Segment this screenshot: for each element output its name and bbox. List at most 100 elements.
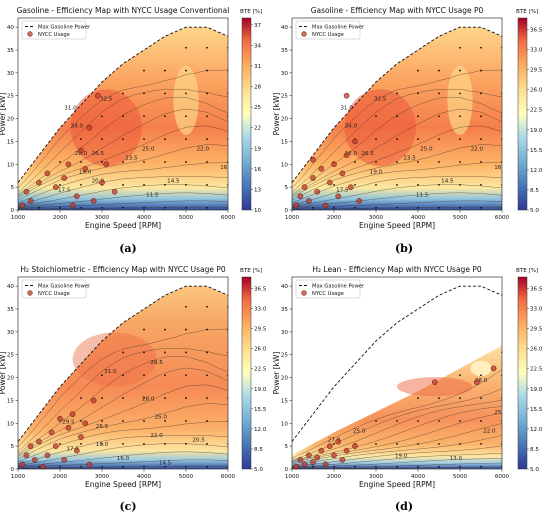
contour-line xyxy=(18,192,228,208)
operating-point xyxy=(59,161,61,163)
nycc-usage-point xyxy=(343,152,350,158)
legend-marker-swatch xyxy=(27,31,33,37)
nycc-usage-point xyxy=(343,92,350,99)
nycc-usage-point xyxy=(347,184,354,190)
nycc-usage-point xyxy=(19,461,26,468)
nycc-usage-point xyxy=(318,166,325,172)
operating-point xyxy=(80,138,82,141)
contour-label: 28.0 xyxy=(475,378,488,384)
y-tick-label: 25 xyxy=(7,353,15,359)
x-tick-label: 1000 xyxy=(285,215,300,221)
contour-line xyxy=(292,108,502,197)
operating-point xyxy=(122,420,124,422)
operating-point xyxy=(122,183,124,186)
chart-title: Gasoline - Efficiency Map with NYCC Usag… xyxy=(311,6,484,15)
contour-label: 25.0 xyxy=(155,415,168,421)
nycc-usage-point xyxy=(326,443,333,449)
operating-point xyxy=(185,92,187,95)
operating-point xyxy=(101,115,103,118)
nycc-usage-point xyxy=(90,397,97,404)
operating-point xyxy=(164,161,166,163)
operating-point xyxy=(459,115,461,118)
operating-point xyxy=(185,305,187,308)
colorbar-tick-label: 15.5 xyxy=(530,148,543,154)
operating-point xyxy=(417,465,419,468)
contour-label: 22.0 xyxy=(471,147,484,153)
contour-label: 25.0 xyxy=(142,147,155,153)
colorbar-tick-label: 26.0 xyxy=(530,347,543,353)
operating-point xyxy=(396,465,398,468)
nycc-usage-point xyxy=(473,379,480,385)
colorbar-tick-label: 15.5 xyxy=(530,407,543,413)
legend-marker-swatch xyxy=(27,290,33,296)
operating-point xyxy=(438,138,440,141)
contour-label: 14.5 xyxy=(159,460,172,466)
nycc-usage-point xyxy=(82,166,89,172)
nycc-usage-point xyxy=(339,457,346,463)
nycc-usage-point xyxy=(305,198,312,204)
y-tick-label: 10 xyxy=(281,421,289,427)
peak-efficiency-region xyxy=(72,332,157,387)
colorbar-tick-label: 10 xyxy=(254,208,262,214)
contour-line xyxy=(18,125,228,198)
contour-label: 20.0 xyxy=(92,179,105,185)
colorbar-tick-label: 33.0 xyxy=(530,48,543,54)
nycc-usage-point xyxy=(86,124,93,131)
operating-point xyxy=(480,374,482,377)
operating-point xyxy=(80,183,82,186)
operating-point xyxy=(206,420,208,422)
legend-box xyxy=(295,279,361,299)
x-tick-label: 3000 xyxy=(95,474,110,480)
operating-point xyxy=(143,374,145,377)
contour-label: 14.5 xyxy=(167,179,180,185)
contour-line xyxy=(18,459,228,468)
y-tick-label: 35 xyxy=(7,48,15,54)
operating-point xyxy=(185,351,187,354)
colorbar xyxy=(517,276,528,470)
contour-line xyxy=(18,384,228,457)
operating-point xyxy=(185,69,187,72)
y-tick-label: 10 xyxy=(281,162,289,168)
operating-point xyxy=(80,442,82,445)
x-tick-label: 3000 xyxy=(369,474,384,480)
contour-line xyxy=(18,451,228,467)
y-tick-label: 40 xyxy=(7,284,15,290)
y-tick-label: 20 xyxy=(7,117,15,123)
operating-point xyxy=(417,161,419,163)
nycc-usage-point xyxy=(44,452,51,459)
plot-frame xyxy=(291,17,503,211)
colorbar-tick-label: 12.0 xyxy=(254,427,267,433)
operating-point xyxy=(101,442,103,445)
contour-label: 31.0 xyxy=(104,369,117,375)
operating-point xyxy=(206,305,208,308)
colorbar-tick-label: 28 xyxy=(254,85,262,91)
operating-point xyxy=(185,328,187,331)
legend-box xyxy=(21,20,87,40)
efficiency-field xyxy=(18,286,228,469)
contour-line xyxy=(18,356,228,454)
x-axis-label: Engine Speed [RPM] xyxy=(359,221,435,230)
contour-line xyxy=(292,399,502,462)
operating-point xyxy=(80,161,82,163)
x-tick-label: 1000 xyxy=(11,474,26,480)
x-tick-label: 4000 xyxy=(411,474,426,480)
nycc-usage-point xyxy=(293,463,300,470)
operating-point xyxy=(480,138,482,141)
operating-point xyxy=(459,69,461,72)
operating-point xyxy=(164,138,166,141)
operating-point xyxy=(164,328,166,331)
y-tick-label: 35 xyxy=(7,307,15,313)
contour-label: 25.0 xyxy=(353,428,366,434)
operating-point xyxy=(417,397,419,400)
nycc-usage-point xyxy=(82,420,89,427)
operating-point xyxy=(122,161,124,163)
colorbar xyxy=(517,17,528,211)
nycc-usage-point xyxy=(297,193,304,200)
colorbar-tick-label: 22.5 xyxy=(254,367,267,373)
operating-point xyxy=(101,397,103,400)
panel-caption: (a) xyxy=(119,242,137,255)
y-tick-label: 15 xyxy=(7,398,15,404)
peak-efficiency-region xyxy=(344,89,416,167)
operating-point xyxy=(312,465,314,468)
y-tick-label: 15 xyxy=(7,139,15,145)
